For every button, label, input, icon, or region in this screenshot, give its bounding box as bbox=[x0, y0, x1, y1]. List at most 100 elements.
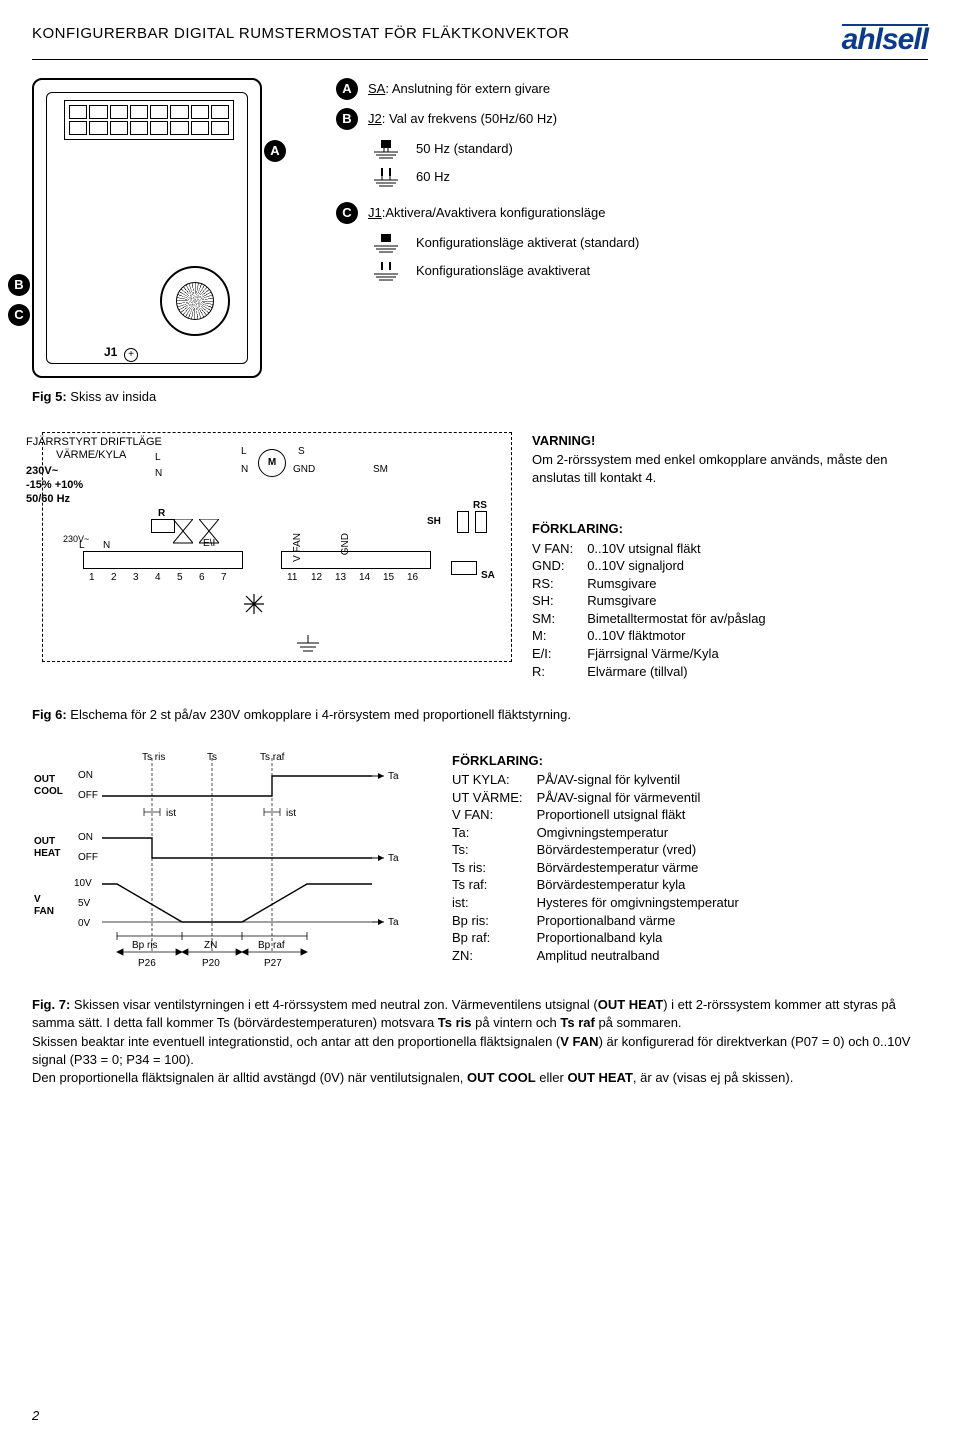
badge-b: B bbox=[8, 274, 30, 296]
svg-text:ON: ON bbox=[78, 770, 93, 781]
kv-val: 0..10V fläktmotor bbox=[587, 627, 765, 645]
jumper-closed-icon bbox=[368, 138, 404, 160]
opt-b1: 50 Hz (standard) bbox=[416, 140, 513, 158]
kv-val: Omgivningstemperatur bbox=[537, 824, 739, 842]
svg-text:Ta: Ta bbox=[388, 771, 399, 782]
svg-text:P26: P26 bbox=[138, 958, 156, 969]
svg-text:ZN: ZN bbox=[204, 940, 217, 951]
kv-key: M: bbox=[532, 627, 587, 645]
kv-val: Fjärrsignal Värme/Kyla bbox=[587, 645, 765, 663]
legend-a-text: SA: Anslutning för extern givare bbox=[368, 78, 550, 98]
page-number: 2 bbox=[32, 1407, 39, 1425]
badge-a: A bbox=[264, 140, 286, 162]
kv-key: R: bbox=[532, 663, 587, 681]
svg-text:COOL: COOL bbox=[34, 786, 63, 797]
timing-info: FÖRKLARING: UT KYLA:PÅ/AV-signal för kyl… bbox=[452, 752, 928, 987]
svg-text:HEAT: HEAT bbox=[34, 848, 60, 859]
timing-diagram: Ts ris Ts Ts raf OUT COOL ON OFF Ta ist … bbox=[32, 752, 432, 987]
kv-key: V FAN: bbox=[532, 540, 587, 558]
kv-val: Elvärmare (tillval) bbox=[587, 663, 765, 681]
kv-val: Börvärdestemperatur kyla bbox=[537, 876, 739, 894]
explain-title: FÖRKLARING: bbox=[532, 520, 928, 538]
svg-text:Ts: Ts bbox=[207, 752, 217, 763]
svg-text:Ts ris: Ts ris bbox=[142, 752, 165, 763]
wiring-diagram: FJÄRRSTYRT DRIFTLÄGE VÄRME/KYLA 230V~ -1… bbox=[32, 432, 512, 699]
para-3: Den proportionella fläktsignalen är allt… bbox=[32, 1069, 928, 1087]
svg-text:V: V bbox=[34, 894, 41, 905]
kv-key: ist: bbox=[452, 894, 537, 912]
opt-b2: 60 Hz bbox=[416, 168, 450, 186]
kv-key: SH: bbox=[532, 592, 587, 610]
kv-val: Rumsgivare bbox=[587, 592, 765, 610]
section-wiring: FJÄRRSTYRT DRIFTLÄGE VÄRME/KYLA 230V~ -1… bbox=[32, 432, 928, 699]
warning-title: VARNING! bbox=[532, 432, 928, 450]
kv-val: Rumsgivare bbox=[587, 575, 765, 593]
legend-c-text: J1:Aktivera/Avaktivera konfigurationsläg… bbox=[368, 202, 606, 222]
svg-text:P27: P27 bbox=[264, 958, 282, 969]
section-device-legend: J1 + A B C A SA: Anslutning för extern g… bbox=[32, 78, 928, 378]
legend-b-text: J2: Val av frekvens (50Hz/60 Hz) bbox=[368, 108, 557, 128]
kv-val: 0..10V signaljord bbox=[587, 557, 765, 575]
svg-text:Ts raf: Ts raf bbox=[260, 752, 285, 763]
kv-val: Amplitud neutralband bbox=[537, 947, 739, 965]
svg-text:OFF: OFF bbox=[78, 852, 98, 863]
kv-val: Börvärdestemperatur värme bbox=[537, 859, 739, 877]
warning-text: Om 2-rörssystem med enkel omkopplare anv… bbox=[532, 451, 928, 486]
explain-title-3: FÖRKLARING: bbox=[452, 752, 928, 770]
svg-text:5V: 5V bbox=[78, 898, 91, 909]
page-title: KONFIGURERBAR DIGITAL RUMSTERMOSTAT FÖR … bbox=[32, 24, 570, 44]
legend-badge-b: B bbox=[336, 108, 358, 130]
kv-val: Proportionell utsignal fläkt bbox=[537, 806, 739, 824]
svg-text:OUT: OUT bbox=[34, 836, 55, 847]
opt-c2: Konfigurationsläge avaktiverat bbox=[416, 262, 590, 280]
fig6-caption: Fig 6: Elschema för 2 st på/av 230V omko… bbox=[32, 706, 928, 724]
fig5-caption: Fig 5: Skiss av insida bbox=[32, 388, 928, 406]
opt-c1: Konfigurationsläge aktiverat (standard) bbox=[416, 234, 639, 252]
legend-badge-c: C bbox=[336, 202, 358, 224]
jumper-open-icon bbox=[368, 166, 404, 188]
kv-key: Bp raf: bbox=[452, 929, 537, 947]
kv-val: Börvärdestemperatur (vred) bbox=[537, 841, 739, 859]
kv-val: 0..10V utsignal fläkt bbox=[587, 540, 765, 558]
kv-key: UT VÄRME: bbox=[452, 789, 537, 807]
kv-key: V FAN: bbox=[452, 806, 537, 824]
svg-text:Bp raf: Bp raf bbox=[258, 940, 285, 951]
screw-icon: + bbox=[124, 348, 138, 362]
svg-text:Ta: Ta bbox=[388, 917, 399, 928]
kv-key: SM: bbox=[532, 610, 587, 628]
page-header: KONFIGURERBAR DIGITAL RUMSTERMOSTAT FÖR … bbox=[32, 24, 928, 60]
svg-text:10V: 10V bbox=[74, 878, 92, 889]
svg-text:OUT: OUT bbox=[34, 774, 55, 785]
kv-key: RS: bbox=[532, 575, 587, 593]
kv-val: PÅ/AV-signal för kylventil bbox=[537, 771, 739, 789]
kv-key: Ts raf: bbox=[452, 876, 537, 894]
legend-badge-a: A bbox=[336, 78, 358, 100]
kv-key: GND: bbox=[532, 557, 587, 575]
kv-key: ZN: bbox=[452, 947, 537, 965]
kv-key: UT KYLA: bbox=[452, 771, 537, 789]
kv-val: Proportionalband värme bbox=[537, 912, 739, 930]
kv-key: Bp ris: bbox=[452, 912, 537, 930]
explain-table-3: UT KYLA:PÅ/AV-signal för kylventilUT VÄR… bbox=[452, 771, 739, 964]
kv-key: E/I: bbox=[532, 645, 587, 663]
legend-column: A SA: Anslutning för extern givare B J2:… bbox=[336, 78, 928, 378]
kv-val: Bimetalltermostat för av/påslag bbox=[587, 610, 765, 628]
svg-text:0V: 0V bbox=[78, 918, 91, 929]
svg-text:Ta: Ta bbox=[388, 853, 399, 864]
kv-val: Hysteres för omgivningstemperatur bbox=[537, 894, 739, 912]
device-outline: J1 + A B C bbox=[32, 78, 262, 378]
fig7-caption: Fig. 7: Skissen visar ventilstyrningen i… bbox=[32, 996, 928, 1032]
device-illustration: J1 + A B C bbox=[32, 78, 312, 378]
kv-key: Ts ris: bbox=[452, 859, 537, 877]
svg-text:ist: ist bbox=[286, 808, 296, 819]
svg-text:P20: P20 bbox=[202, 958, 220, 969]
explain-table: V FAN:0..10V utsignal fläktGND:0..10V si… bbox=[532, 540, 766, 680]
j1-label: J1 bbox=[104, 344, 117, 360]
kv-val: PÅ/AV-signal för värmeventil bbox=[537, 789, 739, 807]
jumper-open-icon bbox=[368, 260, 404, 282]
svg-text:OFF: OFF bbox=[78, 790, 98, 801]
svg-text:FAN: FAN bbox=[34, 906, 54, 917]
wiring-info: VARNING! Om 2-rörssystem med enkel omkop… bbox=[532, 432, 928, 699]
badge-c: C bbox=[8, 304, 30, 326]
para-2: Skissen beaktar inte eventuell integrati… bbox=[32, 1033, 928, 1069]
